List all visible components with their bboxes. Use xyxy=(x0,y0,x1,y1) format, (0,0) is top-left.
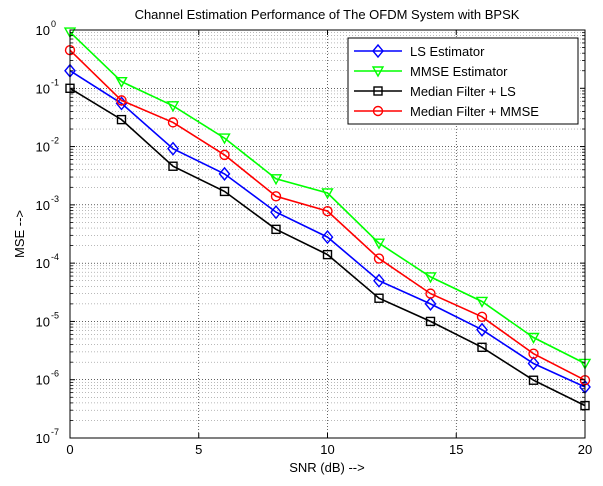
y-tick-label: 10 xyxy=(36,198,50,213)
legend-entry: LS Estimator xyxy=(354,43,485,59)
data-point xyxy=(373,253,385,264)
x-tick-label: 5 xyxy=(195,442,202,457)
y-tick-label: 10 xyxy=(36,140,50,155)
y-tick-label: 10 xyxy=(36,373,50,388)
x-tick-label: 10 xyxy=(320,442,334,457)
data-point xyxy=(528,348,539,359)
data-point xyxy=(475,296,489,308)
data-point xyxy=(218,166,231,181)
series-mmse-estimator xyxy=(63,27,592,370)
y-tick-exponent: -7 xyxy=(51,427,59,437)
y-tick-exponent: -1 xyxy=(51,77,59,87)
data-point xyxy=(527,356,540,371)
data-point xyxy=(219,149,230,161)
data-point xyxy=(321,229,334,245)
data-point xyxy=(372,238,386,250)
x-tick-label: 0 xyxy=(66,442,73,457)
series-ls-estimator xyxy=(64,63,591,395)
series-line xyxy=(69,31,586,365)
legend-label: Median Filter + LS xyxy=(410,84,516,99)
data-point xyxy=(476,311,488,323)
data-point xyxy=(270,191,282,202)
x-tick-label: 20 xyxy=(578,442,592,457)
data-point xyxy=(270,205,282,220)
data-point xyxy=(219,186,230,197)
y-tick-label: 10 xyxy=(36,256,50,271)
series-line xyxy=(69,49,586,381)
data-point xyxy=(424,272,437,284)
data-point xyxy=(269,174,283,186)
legend-label: LS Estimator xyxy=(410,44,485,59)
data-point xyxy=(167,117,179,128)
data-point xyxy=(271,224,281,235)
legend-entry: MMSE Estimator xyxy=(354,64,508,79)
y-tick-label: 10 xyxy=(36,431,50,446)
data-point xyxy=(218,133,231,145)
data-point xyxy=(167,141,179,156)
data-point xyxy=(321,188,334,200)
data-point xyxy=(373,86,383,96)
data-point xyxy=(115,76,128,89)
ticks: 10 010 -110 -210 -310 -410 -510 -610 -70 5 10 15 20 xyxy=(36,19,593,457)
y-tick-exponent: -5 xyxy=(51,310,59,320)
data-point xyxy=(477,342,487,352)
data-point xyxy=(372,105,384,117)
data-point xyxy=(425,316,436,327)
data-point xyxy=(527,332,540,344)
data-point xyxy=(371,66,385,78)
legend-items: LS Estimator MMSE Estimator Median Filter … xyxy=(354,43,539,119)
legend-label: Median Filter + MMSE xyxy=(410,104,539,119)
legend: LS Estimator MMSE Estimator Median Filter … xyxy=(347,37,579,125)
chart-title: Channel Estimation Performance of The OF… xyxy=(135,7,520,22)
x-tick-label: 15 xyxy=(449,442,463,457)
y-tick-label: 10 xyxy=(36,81,50,96)
data-point xyxy=(322,205,333,217)
y-tick-exponent: -4 xyxy=(51,252,59,262)
x-axis-label: SNR (dB) --> xyxy=(289,460,364,475)
y-tick-exponent: -2 xyxy=(51,136,59,146)
legend-box xyxy=(347,37,579,125)
y-tick-label: 10 xyxy=(36,314,50,329)
legend-label: MMSE Estimator xyxy=(410,64,508,79)
data-point xyxy=(166,101,180,113)
data-point xyxy=(116,114,127,125)
series-layer xyxy=(63,27,592,411)
legend-entry: Median Filter + MMSE xyxy=(354,104,539,119)
series-line xyxy=(69,70,586,388)
data-point xyxy=(374,293,384,303)
data-point xyxy=(372,43,384,59)
y-tick-exponent: -3 xyxy=(51,194,59,204)
data-point xyxy=(425,288,436,299)
data-point xyxy=(116,95,127,106)
data-point xyxy=(168,161,178,171)
data-point xyxy=(528,375,539,385)
y-tick-exponent: -6 xyxy=(51,369,59,379)
y-tick-label: 10 xyxy=(36,23,50,38)
y-axis-label: MSE --> xyxy=(12,210,27,258)
legend-entry: Median Filter + LS xyxy=(354,84,516,99)
data-point xyxy=(424,296,437,311)
data-point xyxy=(476,322,488,337)
y-tick-exponent: 0 xyxy=(51,19,56,29)
series-line xyxy=(69,87,586,407)
data-point xyxy=(373,273,385,288)
data-point xyxy=(322,249,333,260)
